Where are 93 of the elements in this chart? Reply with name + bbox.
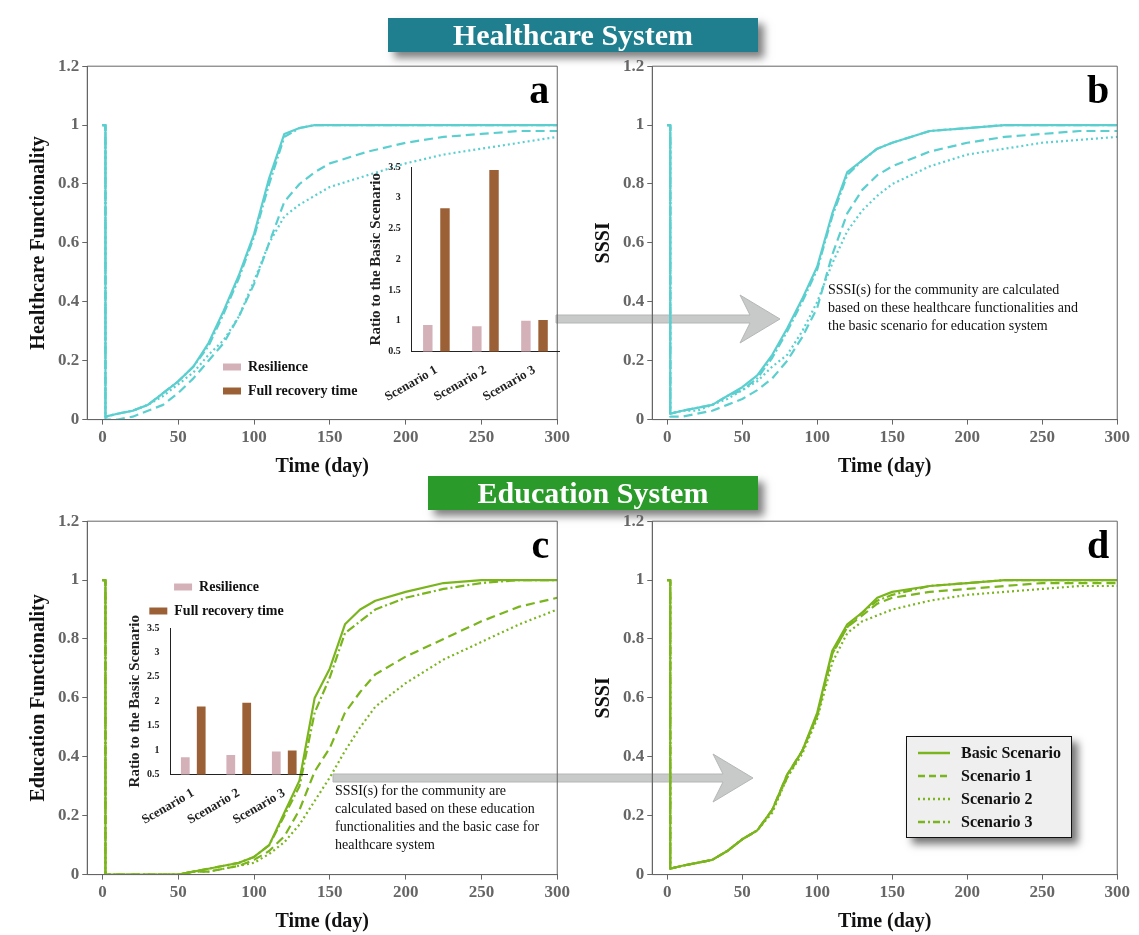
x-tick-label: 150 (879, 882, 905, 902)
y-tick-label: 1 (70, 569, 80, 589)
chart-title: Education System (428, 476, 758, 510)
x-tick-label: 50 (169, 427, 187, 447)
annotation: d (1087, 521, 1110, 567)
y-tick-label: 0.8 (58, 173, 80, 193)
annotation: b (1087, 66, 1110, 112)
y-tick-label: 3 (154, 645, 160, 657)
y-tick-label: 0.6 (58, 687, 80, 707)
y-tick-label: 3 (395, 191, 401, 203)
x-tick-label: 0 (663, 427, 672, 447)
y-tick-label: 0.6 (623, 687, 645, 707)
y-tick-label: 0.8 (58, 628, 80, 648)
y-tick-label: 2.5 (147, 670, 160, 682)
y-tick-label: 2 (154, 694, 160, 706)
x-tick-label: 300 (1104, 882, 1130, 902)
y-tick-label: 1.2 (623, 55, 645, 75)
y-tick-label: 0.4 (623, 746, 645, 766)
x-tick-label: 50 (733, 882, 751, 902)
y-axis-title: Ratio to the Basic Scenario (125, 614, 142, 788)
x-tick-label: 250 (468, 427, 495, 447)
y-tick-label: 0 (635, 863, 645, 883)
x-tick-label: 200 (392, 882, 419, 902)
y-tick-label: 1.2 (58, 510, 80, 530)
y-tick-label: 0.4 (623, 291, 645, 311)
x-tick-label: 200 (954, 882, 980, 902)
y-tick-label: 1 (154, 743, 160, 755)
legend-label: Basic Scenario (960, 742, 1061, 763)
x-tick-label: 300 (544, 882, 570, 902)
x-tick-label: 250 (468, 882, 495, 902)
y-tick-label: 0.2 (58, 805, 80, 825)
y-tick-label: 0 (70, 863, 80, 883)
y-axis-title: Ratio to the Basic Scenario (367, 172, 384, 346)
y-axis-title: Healthcare Functionality (26, 136, 50, 350)
annotation: a (529, 66, 550, 112)
annotation: c (531, 521, 550, 567)
legend-label: Resilience (248, 358, 308, 374)
y-tick-label: 0.5 (388, 345, 401, 356)
x-tick-label: 50 (169, 882, 187, 902)
y-axis-title: SSSI (591, 677, 614, 719)
x-axis-title: Time (day) (837, 454, 932, 478)
y-tick-label: 0.8 (623, 173, 645, 193)
y-tick-label: 1.5 (147, 719, 160, 731)
annotation: SSSI(s) for the community are calculated based on these education functionalities and the basic case for healthcare system (335, 782, 540, 854)
legend-label: Scenario 1 (960, 765, 1034, 786)
y-tick-label: 0.6 (623, 232, 645, 252)
x-tick-label: 100 (241, 427, 267, 447)
x-tick-label: 250 (1029, 427, 1055, 447)
y-tick-label: 0.5 (147, 768, 160, 779)
y-axis-title: Education Functionality (26, 594, 50, 802)
y-tick-label: 0.2 (58, 350, 80, 370)
x-tick-label: 100 (804, 882, 830, 902)
y-tick-label: 0.4 (58, 746, 80, 766)
legend-label: Resilience (199, 578, 259, 594)
x-tick-label: 50 (733, 427, 751, 447)
y-tick-label: 1.5 (388, 283, 401, 295)
x-tick-label: 300 (544, 427, 570, 447)
y-tick-label: 0.2 (623, 350, 645, 370)
x-tick-label: 0 (98, 882, 107, 902)
x-tick-label: 300 (1104, 427, 1130, 447)
x-axis-title: Time (day) (275, 454, 370, 478)
x-tick-label: 100 (241, 882, 267, 902)
x-tick-label: 100 (804, 427, 830, 447)
y-tick-label: 0.4 (58, 291, 80, 311)
y-tick-label: 0.2 (623, 805, 645, 825)
x-tick-label: 200 (954, 427, 980, 447)
x-tick-label: 250 (1029, 882, 1055, 902)
y-tick-label: 2.5 (388, 222, 401, 234)
y-tick-label: 0 (635, 408, 645, 428)
x-tick-label: 0 (663, 882, 672, 902)
y-tick-label: 1 (635, 569, 645, 589)
x-tick-label: 200 (392, 427, 419, 447)
x-axis-title: Time (day) (275, 909, 370, 933)
x-axis-title: Time (day) (837, 909, 932, 933)
x-tick-label: 150 (879, 427, 905, 447)
y-axis-title: SSSI (591, 222, 614, 264)
legend-label: Full recovery time (174, 602, 284, 618)
y-tick-label: 1.2 (58, 55, 80, 75)
y-tick-label: 1.2 (623, 510, 645, 530)
chart-title: Healthcare System (388, 18, 758, 52)
y-tick-label: 1 (395, 314, 401, 326)
x-tick-label: 150 (317, 427, 343, 447)
annotation: SSSI(s) for the community are calculated based on these healthcare functionalities and the basic scenario for education system (828, 281, 1079, 335)
y-tick-label: 3.5 (147, 621, 160, 633)
x-tick-label: 0 (98, 427, 107, 447)
legend-label: Full recovery time (248, 382, 358, 398)
y-tick-label: 2 (395, 252, 401, 264)
y-tick-label: 0.6 (58, 232, 80, 252)
y-tick-label: 1 (635, 114, 645, 134)
y-tick-label: 0.8 (623, 628, 645, 648)
y-tick-label: 1 (70, 114, 80, 134)
x-tick-label: 150 (317, 882, 343, 902)
y-tick-label: 0 (70, 408, 80, 428)
